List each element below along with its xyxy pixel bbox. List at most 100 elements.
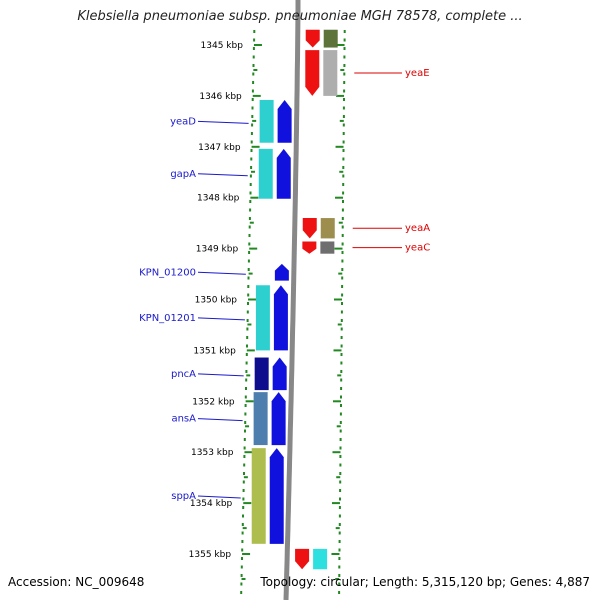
gene-forward-arrow [276, 148, 291, 199]
left-ruler-dot [248, 251, 251, 254]
gene-feature-block [320, 241, 335, 254]
left-ruler-dot [248, 242, 251, 246]
left-ruler-dot [241, 557, 243, 560]
right-ruler-dot [343, 81, 346, 84]
left-ruler-dot [246, 319, 249, 322]
right-ruler-dot [338, 514, 341, 518]
left-ruler-dot [245, 387, 247, 390]
right-ruler-dot [342, 183, 345, 186]
right-ruler-dot [339, 463, 342, 467]
left-ruler-dot [248, 234, 251, 237]
gene-feature-block [254, 357, 269, 391]
kbp-tick-label: 1351 kbp [193, 346, 236, 356]
right-ruler-dot [342, 174, 345, 178]
left-ruler-dot [243, 463, 246, 467]
right-ruler-dot [341, 208, 344, 212]
gene-label: gapA [170, 169, 196, 180]
right-ruler-dot [340, 361, 343, 365]
left-ruler-dot [240, 574, 243, 577]
left-ruler-dot [252, 47, 255, 50]
left-ruler-dot [247, 293, 250, 297]
gene-label-leader [197, 271, 246, 275]
right-ruler-dot [342, 106, 345, 110]
right-ruler-dot [339, 455, 342, 458]
right-ruler-dot [338, 582, 341, 586]
gene-feature-block [259, 99, 274, 143]
right-ruler-dot [339, 480, 342, 484]
left-ruler-dot [252, 55, 255, 59]
left-ruler-dot [252, 72, 255, 76]
left-ruler-dot [246, 310, 249, 314]
left-ruler-dot [250, 166, 253, 169]
right-ruler-dot [338, 531, 341, 535]
right-ruler-dot [340, 327, 343, 331]
right-ruler-dot [341, 302, 343, 305]
right-ruler-dot [341, 276, 344, 280]
left-ruler-dot [249, 191, 252, 195]
left-ruler-dot [249, 200, 252, 203]
gene-reverse-arrow [302, 218, 317, 239]
gene-label: yeaD [170, 116, 196, 127]
kbp-tick-label: 1346 kbp [199, 92, 242, 102]
right-ruler-dot [341, 268, 344, 271]
right-ruler-dot [343, 47, 346, 50]
right-ruler-dot [338, 548, 341, 552]
left-ruler-dot [247, 276, 250, 280]
right-ruler-dot [340, 378, 343, 382]
left-ruler-dot [246, 327, 249, 331]
right-ruler-dot [343, 30, 346, 33]
gene-label: sppA [171, 491, 196, 502]
gene-feature-block [258, 148, 273, 199]
right-ruler-dot [340, 344, 343, 348]
left-ruler-dot [243, 472, 245, 475]
gene-feature-block [323, 29, 338, 48]
left-ruler-dot [244, 421, 247, 424]
gene-label: ansA [171, 414, 196, 425]
right-ruler-dot [339, 497, 341, 501]
accession-label: Accession: NC_009648 [8, 575, 145, 589]
topology-label: Topology: circular; Length: 5,315,120 bp… [260, 575, 590, 589]
right-ruler-dot [340, 319, 343, 322]
kbp-tick-label: 1355 kbp [189, 550, 232, 560]
left-ruler-dot [241, 540, 244, 543]
left-ruler-dot [247, 268, 250, 271]
gene-label: pncA [171, 369, 196, 380]
right-ruler-dot [338, 557, 341, 560]
left-ruler-dot [241, 523, 244, 526]
left-ruler-dot [247, 285, 250, 288]
left-ruler-dot [244, 429, 246, 433]
left-ruler-dot [242, 514, 244, 518]
left-ruler-dot [245, 378, 248, 382]
kbp-tick-label: 1353 kbp [191, 448, 234, 458]
gene-feature-block [255, 285, 270, 351]
right-ruler-dot [341, 251, 344, 254]
kbp-tick-label: 1347 kbp [198, 143, 241, 153]
left-ruler-dot [241, 531, 244, 535]
left-ruler-dot [243, 455, 246, 458]
right-ruler-dot [341, 225, 344, 229]
gene-reverse-arrow [295, 548, 310, 570]
left-ruler-dot [242, 480, 245, 484]
right-ruler-dot [340, 395, 342, 399]
right-ruler-dot [338, 574, 341, 577]
gene-label: yeaE [405, 68, 430, 79]
left-ruler-dot [248, 225, 251, 229]
gene-label: KPN_01201 [139, 313, 196, 324]
gene-label-leader [197, 418, 243, 422]
gene-label-leader [197, 317, 245, 321]
left-ruler-dot [252, 64, 255, 67]
left-ruler-dot [244, 412, 247, 416]
left-ruler-dot [246, 344, 248, 348]
gene-reverse-arrow [305, 50, 320, 96]
gene-forward-arrow [269, 448, 284, 544]
left-ruler-dot [245, 353, 248, 356]
gene-label-leader [197, 373, 244, 377]
right-ruler-dot [341, 242, 344, 246]
right-ruler-dot [339, 438, 342, 441]
gene-forward-arrow [273, 285, 288, 351]
left-ruler-dot [247, 259, 250, 263]
right-ruler-dot [343, 72, 346, 76]
right-ruler-dot [342, 200, 344, 203]
left-ruler-dot [249, 174, 252, 178]
left-ruler-dot [251, 89, 254, 93]
